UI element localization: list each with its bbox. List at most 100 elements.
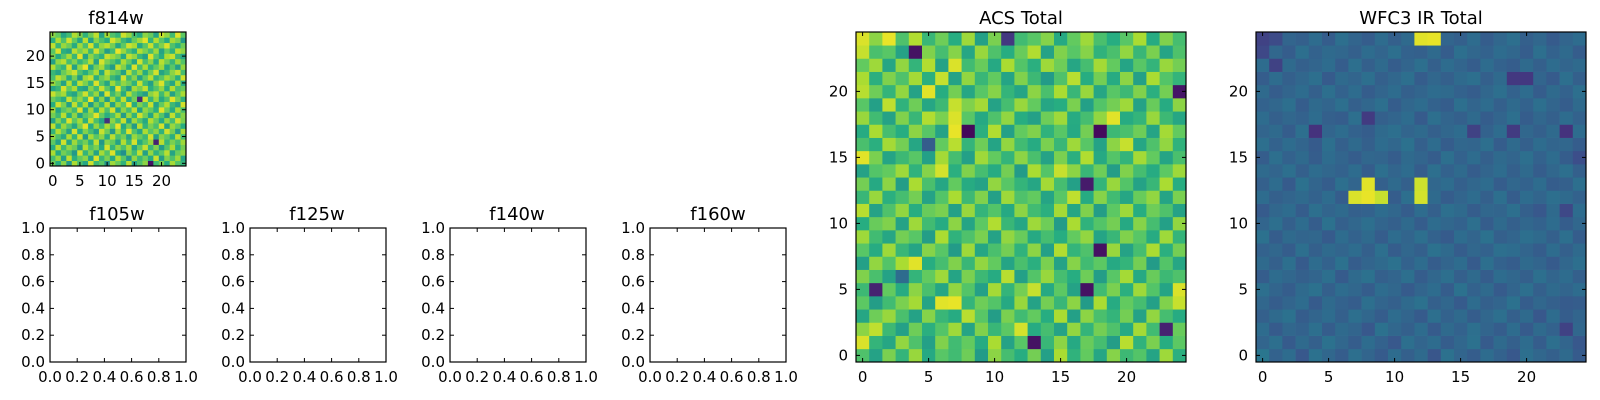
- heatmap-cell: [1146, 203, 1160, 218]
- heatmap-cell: [1027, 190, 1042, 204]
- heatmap-cell: [1401, 177, 1415, 191]
- heatmap-cell: [1454, 164, 1468, 178]
- heatmap-cell: [1440, 335, 1455, 350]
- heatmap-cell: [1040, 322, 1055, 336]
- heatmap-cell: [882, 216, 896, 231]
- heatmap-cell: [82, 69, 89, 76]
- heatmap-cell: [1256, 71, 1270, 86]
- heatmap-cell: [137, 58, 143, 65]
- heatmap-cell: [961, 84, 976, 99]
- heatmap-cell: [71, 117, 78, 124]
- heatmap-cell: [1388, 58, 1402, 72]
- heatmap-cell: [1559, 335, 1574, 350]
- heatmap-cell: [120, 144, 127, 151]
- heatmap-cell: [1133, 164, 1147, 178]
- heatmap-cell: [153, 155, 160, 161]
- heatmap-cell: [175, 48, 181, 54]
- heatmap-cell: [1506, 45, 1521, 59]
- heatmap-cell: [1546, 164, 1560, 178]
- heatmap-cell: [1401, 137, 1415, 152]
- heatmap-cell: [175, 107, 181, 113]
- heatmap-cell: [1361, 32, 1376, 46]
- heatmap-cell: [1440, 216, 1455, 231]
- heatmap-cell: [882, 71, 896, 86]
- heatmap-cell: [1467, 216, 1481, 231]
- heatmap-cell: [66, 144, 73, 151]
- heatmap-cell: [115, 53, 122, 60]
- heatmap-cell: [158, 101, 165, 108]
- heatmap-cell: [77, 64, 83, 70]
- heatmap-cell: [908, 137, 923, 152]
- heatmap-cell: [935, 216, 949, 231]
- heatmap-cell: [109, 155, 116, 161]
- heatmap-cell: [1520, 309, 1534, 323]
- y-tick-label: 20: [26, 47, 45, 65]
- heatmap-cell: [1440, 58, 1455, 72]
- heatmap-cell: [1506, 216, 1521, 231]
- y-tick-label: 1.0: [221, 219, 245, 237]
- heatmap-cell: [1172, 243, 1187, 257]
- heatmap-cell: [1308, 32, 1323, 46]
- heatmap-cell: [104, 85, 111, 92]
- heatmap-cell: [120, 74, 127, 81]
- x-tick-label: 10: [1385, 368, 1404, 386]
- heatmap-cell: [1106, 296, 1121, 310]
- heatmap-cell: [974, 190, 989, 204]
- heatmap-cell: [1282, 203, 1296, 218]
- heatmap-cell: [120, 117, 127, 124]
- heatmap-cell: [935, 322, 949, 336]
- heatmap-cell: [988, 296, 1002, 310]
- heatmap-cell: [1374, 230, 1389, 244]
- heatmap-cell: [1295, 230, 1310, 244]
- heatmap-cell: [1559, 190, 1574, 204]
- heatmap-cell: [1348, 269, 1362, 284]
- heatmap-cell: [82, 123, 89, 129]
- heatmap-cell: [98, 42, 105, 49]
- heatmap-cell: [120, 85, 127, 92]
- heatmap-cell: [88, 149, 94, 156]
- heatmap-cell: [1080, 335, 1094, 350]
- heatmap-cell: [1172, 309, 1187, 323]
- heatmap-cell: [55, 42, 62, 49]
- heatmap-cell: [1467, 203, 1481, 218]
- y-tick-label: 0.0: [21, 353, 45, 371]
- heatmap-cell: [120, 155, 127, 161]
- heatmap-cell: [1335, 190, 1349, 204]
- heatmap-cell: [895, 111, 910, 125]
- heatmap-cell: [131, 96, 138, 103]
- heatmap-cell: [1401, 45, 1415, 59]
- y-tick-label: 0.6: [621, 273, 645, 291]
- heatmap-cell: [974, 58, 989, 72]
- heatmap-cell: [82, 96, 89, 103]
- heatmap-cell: [1040, 32, 1055, 46]
- heatmap-cell: [115, 37, 122, 44]
- heatmap-cell: [1335, 335, 1349, 350]
- heatmap-cell: [1361, 269, 1376, 284]
- heatmap-cell: [71, 37, 78, 44]
- heatmap-cell: [1282, 269, 1296, 284]
- y-tick-label: 20: [1229, 82, 1248, 100]
- heatmap-cell: [158, 42, 165, 49]
- x-tick-label: 0.8: [547, 368, 571, 386]
- heatmap-cell: [1454, 190, 1468, 204]
- heatmap-cell: [1295, 282, 1310, 297]
- heatmap-cell: [142, 42, 149, 49]
- heatmap-cell: [55, 128, 62, 135]
- heatmap-cell: [109, 69, 116, 76]
- heatmap-cell: [1027, 45, 1042, 59]
- heatmap-cell: [1172, 71, 1187, 86]
- heatmap-cell: [1067, 309, 1081, 323]
- heatmap-cell: [1308, 216, 1323, 231]
- heatmap-cell: [60, 90, 67, 97]
- heatmap-cell: [1335, 269, 1349, 284]
- heatmap-cell: [93, 74, 100, 81]
- heatmap-cell: [1001, 230, 1015, 244]
- heatmap-cell: [1093, 45, 1108, 59]
- heatmap-cell: [1014, 348, 1028, 363]
- heatmap-cell: [1533, 58, 1547, 72]
- heatmap-cell: [1322, 164, 1336, 178]
- heatmap-cell: [164, 32, 171, 38]
- heatmap-cell: [1256, 230, 1270, 244]
- heatmap-cell: [98, 155, 105, 161]
- heatmap-cell: [1440, 309, 1455, 323]
